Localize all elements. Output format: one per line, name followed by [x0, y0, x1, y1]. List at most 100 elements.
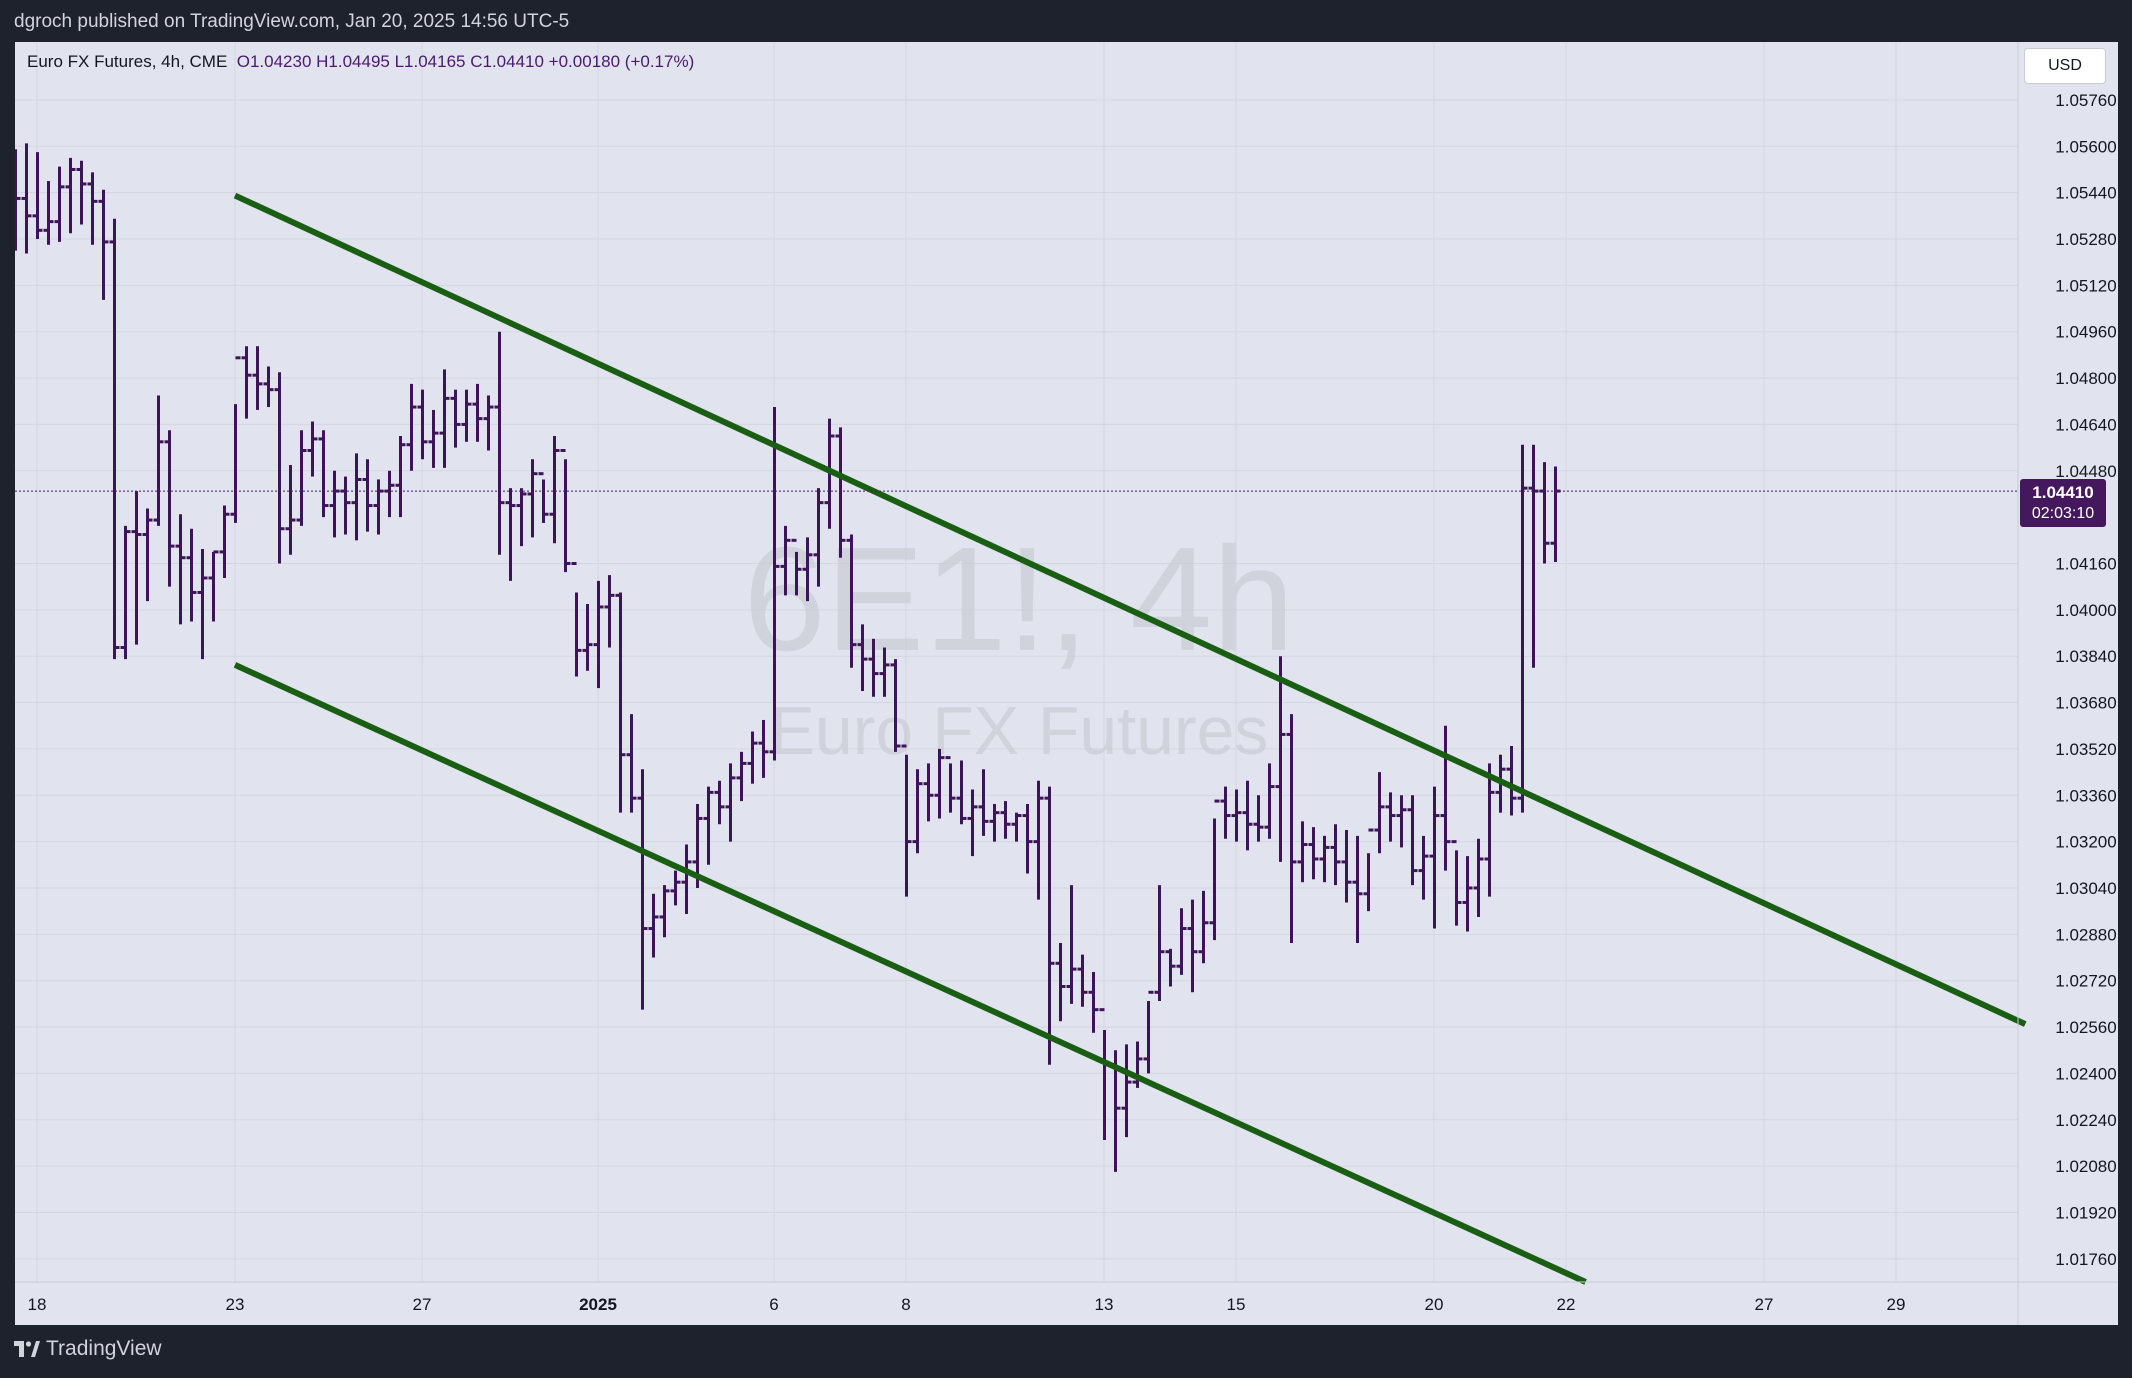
ohlc-bar [252, 346, 263, 410]
ohlc-bar [329, 470, 340, 538]
ohlc-bar [186, 528, 197, 622]
ohlc-bar [197, 549, 208, 660]
ohlc-bar [1319, 835, 1330, 883]
ohlc-bar [780, 525, 791, 596]
ohlc-bar [340, 476, 351, 535]
ohlc-bar [890, 659, 901, 752]
price-tick-label: 1.04960 [2055, 323, 2116, 342]
ohlc-bar [263, 366, 274, 408]
ohlc-bar [1055, 943, 1066, 1022]
ohlc-bar [1066, 885, 1077, 1004]
time-axis[interactable]: 18 23 27 2025 6 8 13 15 20 22 27 29 [28, 1295, 1906, 1314]
ohlc-bar [1154, 885, 1165, 1001]
ohlc-bar [1363, 828, 1374, 912]
ohlc-bar [21, 143, 32, 254]
time-tick-label: 22 [1557, 1295, 1576, 1314]
tradingview-logo[interactable]: TradingView [14, 1337, 162, 1361]
ohlc-bar [626, 714, 637, 813]
ohlc-bar [714, 780, 725, 825]
ohlc-bar [32, 152, 43, 240]
ohlc-bar [1022, 803, 1033, 874]
ohlc-bar [362, 459, 373, 532]
ohlc-bar [219, 505, 230, 578]
ohlc-bar [406, 383, 417, 471]
ohlc-bar [758, 719, 769, 778]
time-tick-label: 6 [769, 1295, 778, 1314]
ohlc-bar [131, 491, 142, 645]
ohlc-bar [1209, 799, 1220, 941]
price-tick-label: 1.02560 [2055, 1018, 2116, 1037]
ohlc-bar [65, 157, 76, 234]
ohlc-bar [54, 166, 65, 242]
ohlc-bar [659, 885, 670, 938]
ohlc-bar [747, 731, 758, 784]
price-tick-label: 1.05120 [2055, 276, 2116, 295]
ohlc-bar [318, 430, 329, 518]
ohlc-bar [1429, 786, 1440, 929]
watermark: 6E1!, 4h Euro FX Futures [743, 517, 1294, 769]
tradingview-logo-icon [14, 1341, 40, 1357]
ohlc-bar [648, 893, 659, 958]
ohlc-bars [15, 143, 1561, 1172]
price-axis[interactable]: 1.05760 1.05600 1.05440 1.05280 1.05120 1.049… [2055, 91, 2116, 1269]
publisher-text: dgroch published on TradingView.com, Jan… [14, 11, 570, 32]
ohlc-bar [1033, 780, 1044, 900]
ohlc-bar [1473, 838, 1484, 917]
ohlc-bar [428, 409, 439, 468]
ohlc-bar [1308, 827, 1319, 880]
ohlc-bar [208, 550, 219, 622]
ohlc-bar [274, 372, 285, 564]
ohlc-bar [549, 436, 560, 544]
footer-bar: TradingView [0, 1325, 2132, 1378]
symbol-legend: Euro FX Futures, 4h, CME O1.04230 H1.044… [27, 52, 694, 72]
ohlc-bar [736, 751, 747, 802]
chart-area[interactable]: 6E1!, 4h Euro FX Futures 1.05760 1.05600 1… [15, 42, 2118, 1325]
ohlc-bar [1517, 444, 1528, 813]
price-tick-label: 1.03040 [2055, 879, 2116, 898]
price-tick-label: 1.01920 [2055, 1203, 2116, 1222]
ohlc-bar [1011, 812, 1022, 842]
ohlc-bar [813, 488, 824, 587]
ohlc-bar [1143, 990, 1154, 1074]
ohlc-bar [1418, 835, 1429, 900]
price-chart[interactable]: 6E1!, 4h Euro FX Futures 1.057601.056001… [15, 42, 2118, 1325]
ohlc-bar [725, 763, 736, 842]
price-tick-label: 1.03200 [2055, 833, 2116, 852]
ohlc-bar [296, 430, 307, 526]
ohlc-bar [351, 453, 362, 541]
ohlc-bar [153, 395, 164, 526]
ohlc-bar [1077, 954, 1088, 1007]
ohlc-bar [615, 592, 626, 813]
ohlc-bar [857, 624, 868, 691]
ohlc-bar [1297, 821, 1308, 883]
ohlc-bar [1506, 746, 1517, 816]
ohlc-bar [164, 430, 175, 587]
ohlc-bar [835, 427, 846, 558]
ohlc-bar [956, 760, 967, 825]
price-tick-label: 1.02400 [2055, 1064, 2116, 1083]
channel-lines[interactable] [233, 192, 2027, 1285]
ohlc-bar [934, 748, 945, 819]
ohlc-bar [384, 470, 395, 518]
time-tick-label: 27 [1755, 1295, 1774, 1314]
ohlc-bar [1352, 835, 1363, 944]
ohlc-bar [846, 534, 857, 668]
ohlc-bar [98, 189, 109, 300]
ohlc-bar [1088, 972, 1099, 1033]
currency-button[interactable]: USD [2024, 48, 2106, 84]
ohlc-bar [1385, 792, 1396, 842]
ohlc-bar [472, 383, 483, 442]
ohlc-bar [1286, 714, 1297, 944]
price-tick-label: 1.03360 [2055, 786, 2116, 805]
ohlc-bar [1253, 795, 1264, 842]
ohlc-bar [538, 472, 549, 523]
ohlc-bar [1264, 763, 1275, 839]
ohlc-bar [1451, 840, 1462, 926]
price-tick-label: 1.02720 [2055, 972, 2116, 991]
ohlc-bar [1462, 856, 1473, 932]
ohlc-bar [879, 647, 890, 697]
price-tick-label: 1.02240 [2055, 1111, 2116, 1130]
ohlc-bar [395, 436, 406, 518]
price-tick-label: 1.04000 [2055, 601, 2116, 620]
watermark-symbol: 6E1!, 4h [743, 517, 1294, 682]
